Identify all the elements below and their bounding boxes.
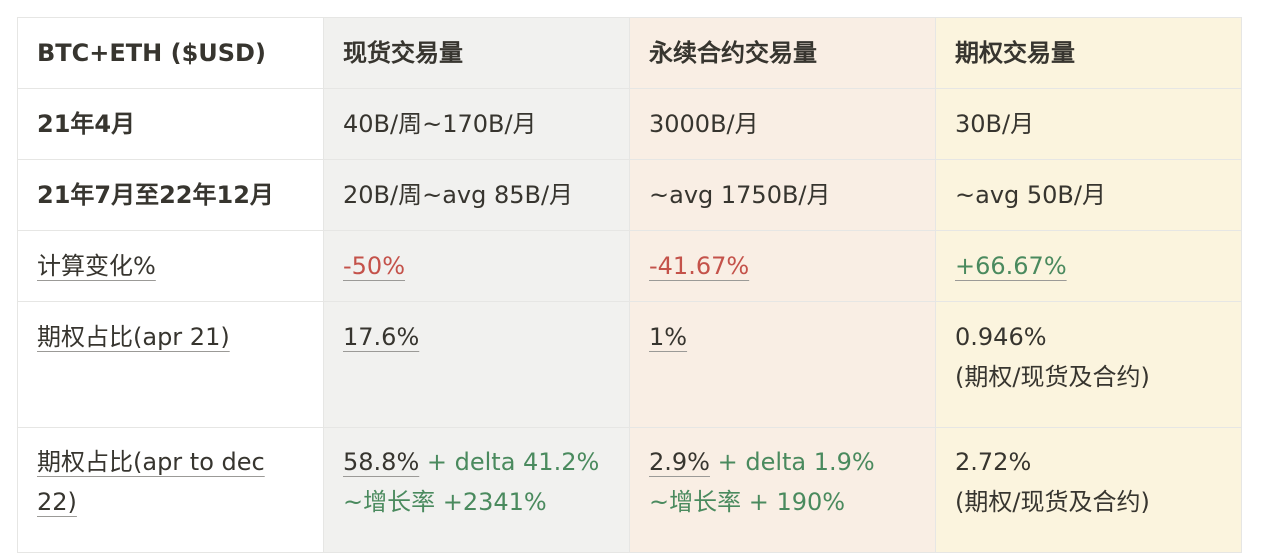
row-label-change-link[interactable]: 计算变化%	[37, 252, 156, 280]
option-ratio-apr21-value: 0.946%	[955, 323, 1047, 351]
row-label-cell-ratio-apr21: 期权占比(apr 21)	[17, 301, 324, 428]
perp-growth-text: ~增长率 + 190%	[649, 488, 846, 516]
table-row: 21年4月 40B/周~170B/月 3000B/月 30B/月	[17, 88, 1242, 160]
perp-delta-text: + delta 1.9%	[709, 448, 875, 476]
cell-perp-ratio-apr21: 1%	[629, 301, 936, 428]
spot-growth-text: ~增长率 +2341%	[343, 488, 547, 516]
perp-ratio-apr-dec22-link[interactable]: 2.9%	[649, 448, 710, 476]
cell-perp-ratio-apr-dec22: 2.9% + delta 1.9% ~增长率 + 190%	[629, 427, 936, 553]
cell-perp-jul21-dec22: ~avg 1750B/月	[629, 159, 936, 231]
row-label-cell-ratio-apr-dec22: 期权占比(apr to dec 22)	[17, 427, 324, 553]
row-label-apr21: 21年4月	[17, 88, 324, 160]
cell-option-ratio-apr21: 0.946% (期权/现货及合约)	[935, 301, 1242, 428]
option-change-link[interactable]: +66.67%	[955, 252, 1067, 280]
spot-delta-text: + delta 41.2%	[419, 448, 600, 476]
cell-spot-change: -50%	[323, 230, 630, 302]
cell-perp-apr21: 3000B/月	[629, 88, 936, 160]
option-ratio-apr-dec22-value: 2.72%	[955, 448, 1032, 476]
cell-option-apr21: 30B/月	[935, 88, 1242, 160]
cell-perp-change: -41.67%	[629, 230, 936, 302]
row-label-ratio-apr-dec22-link[interactable]: 期权占比(apr to dec 22)	[37, 448, 265, 516]
table-row: 期权占比(apr to dec 22) 58.8% + delta 41.2% …	[17, 427, 1242, 553]
spot-ratio-apr-dec22-link[interactable]: 58.8%	[343, 448, 420, 476]
table-row: 21年7月至22年12月 20B/周~avg 85B/月 ~avg 1750B/…	[17, 159, 1242, 231]
cell-option-jul21-dec22: ~avg 50B/月	[935, 159, 1242, 231]
cell-spot-apr21: 40B/周~170B/月	[323, 88, 630, 160]
spot-change-link[interactable]: -50%	[343, 252, 406, 280]
cell-option-change: +66.67%	[935, 230, 1242, 302]
cell-spot-jul21-dec22: 20B/周~avg 85B/月	[323, 159, 630, 231]
perp-ratio-apr21-link[interactable]: 1%	[649, 323, 688, 351]
header-option-volume: 期权交易量	[935, 17, 1242, 89]
perp-change-link[interactable]: -41.67%	[649, 252, 750, 280]
spot-ratio-apr21-link[interactable]: 17.6%	[343, 323, 420, 351]
header-row: BTC+ETH ($USD) 现货交易量 永续合约交易量 期权交易量	[17, 17, 1242, 89]
header-asset: BTC+ETH ($USD)	[17, 17, 324, 89]
table-row: 期权占比(apr 21) 17.6% 1% 0.946% (期权/现货及合约)	[17, 301, 1242, 428]
cell-option-ratio-apr-dec22: 2.72% (期权/现货及合约)	[935, 427, 1242, 553]
header-perp-volume: 永续合约交易量	[629, 17, 936, 89]
cell-spot-ratio-apr-dec22: 58.8% + delta 41.2% ~增长率 +2341%	[323, 427, 630, 553]
row-label-ratio-apr21-link[interactable]: 期权占比(apr 21)	[37, 323, 230, 351]
header-spot-volume: 现货交易量	[323, 17, 630, 89]
row-label-cell-change: 计算变化%	[17, 230, 324, 302]
options-volume-table: BTC+ETH ($USD) 现货交易量 永续合约交易量 期权交易量 21年4月…	[17, 17, 1242, 553]
option-ratio-apr-dec22-note: (期权/现货及合约)	[955, 488, 1150, 516]
row-label-jul21-dec22: 21年7月至22年12月	[17, 159, 324, 231]
cell-spot-ratio-apr21: 17.6%	[323, 301, 630, 428]
option-ratio-apr21-note: (期权/现货及合约)	[955, 363, 1150, 391]
table-row: 计算变化% -50% -41.67% +66.67%	[17, 230, 1242, 302]
